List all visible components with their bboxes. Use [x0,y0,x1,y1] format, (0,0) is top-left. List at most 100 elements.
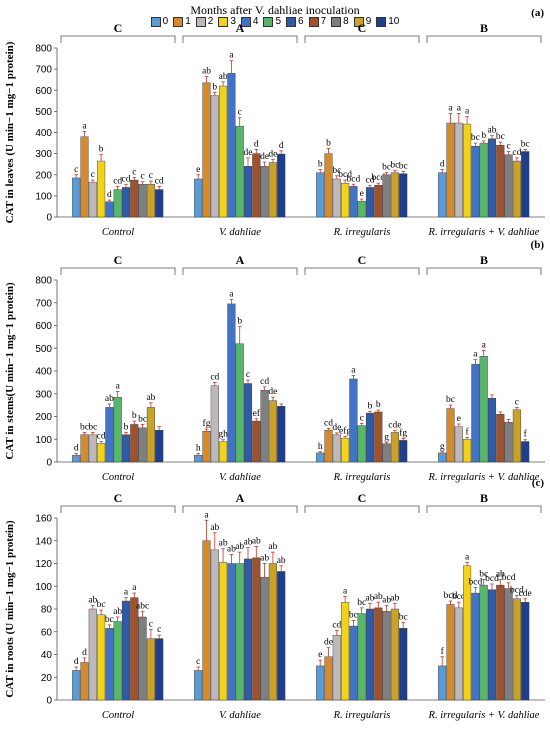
significance-letter: c [246,370,250,380]
bar [487,398,497,463]
bar [113,396,122,463]
bar [219,562,228,701]
bar [341,437,350,463]
legend-label: 7 [320,16,327,27]
bar [341,182,350,218]
bar [146,407,155,463]
x-category-label: Control [102,227,134,238]
significance-letter: a [229,51,234,61]
significance-letter: bc [105,615,114,625]
bar [105,201,114,218]
bar [260,576,269,701]
group-bracket [182,267,298,275]
bar [88,434,97,463]
group-letter: C [358,491,367,505]
significance-letter: ab [244,538,253,548]
legend-label: 6 [298,16,304,27]
bar [390,172,399,218]
significance-letter: abc [136,601,149,611]
bar [399,173,408,218]
group-letter: B [480,21,488,35]
group-bracket [60,505,176,513]
legend-label: 0 [162,16,169,27]
bar [399,628,408,701]
x-category-label: Control [102,472,134,483]
bar [341,601,350,701]
bar [260,166,269,218]
group-letter: A [236,21,245,35]
bar [210,95,219,218]
bar [97,160,106,218]
bar [374,607,383,701]
bar [72,177,81,218]
y-tick-label: 500 [35,344,52,355]
bar [438,665,447,701]
bar [121,600,131,701]
legend-label: 2 [207,16,214,27]
bar [332,434,341,463]
significance-letter: b [481,131,486,141]
significance-letter: d [440,159,445,169]
bar [194,670,203,701]
bar [349,186,358,218]
bar [235,343,244,463]
significance-letter: a [229,289,234,299]
significance-letter: fg [399,428,407,439]
y-tick-label: 300 [35,149,52,160]
legend-label: 10 [388,16,400,27]
significance-letter: ab [227,544,236,554]
significance-letter: bc [349,610,358,620]
legend-label: 5 [275,16,281,27]
legend-item: 7 [308,16,327,27]
significance-letter: a [351,366,356,376]
legend-swatch [331,16,342,27]
legend-label: 4 [252,16,259,27]
significance-letter: gh [218,430,228,440]
significance-letter: b [237,317,242,327]
bar [349,378,358,463]
significance-letter: ab [390,593,399,603]
bar [454,122,463,218]
y-tick-label: 20 [41,673,53,684]
significance-letter: bc [496,132,505,142]
significance-letter: ab [366,593,375,603]
bar [72,454,81,463]
bar [504,588,513,701]
bar [374,185,383,218]
chart-panel: (b) CAT in stems(U min−1 mg−1 protein) 0 10… [4,239,545,483]
bar [202,540,211,701]
y-tick-label: 500 [35,107,52,118]
x-category-label: V. dahliae [219,227,261,238]
panel-label: (b) [531,239,545,251]
legend-swatch [195,16,206,27]
significance-letter: b [212,82,217,92]
y-tick-label: 100 [35,191,52,202]
significance-letter: b [318,159,323,169]
significance-letter: c [238,108,242,118]
legend-item: 10 [376,16,399,27]
bar [316,172,325,218]
bar [146,638,155,701]
significance-letter: d [74,657,79,667]
significance-letter: bc [88,422,97,432]
bar [332,634,341,701]
bar [243,166,253,218]
bar [496,414,505,463]
y-tick-label: 100 [35,582,52,593]
y-tick-label: 80 [41,605,53,616]
bar [243,383,253,463]
significance-letter: c [360,413,364,423]
significance-letter: c [515,397,519,407]
bar [219,85,228,218]
bar [463,123,472,218]
bar [130,424,139,463]
significance-letter: bcd [485,574,499,584]
significance-letter: g [440,442,445,452]
bar [463,439,472,463]
x-category-label: R. irregularis [333,472,391,483]
legend-item: 0 [150,16,169,27]
significance-letter: a [473,350,478,360]
bar [446,408,455,463]
significance-letter: de [260,152,269,162]
